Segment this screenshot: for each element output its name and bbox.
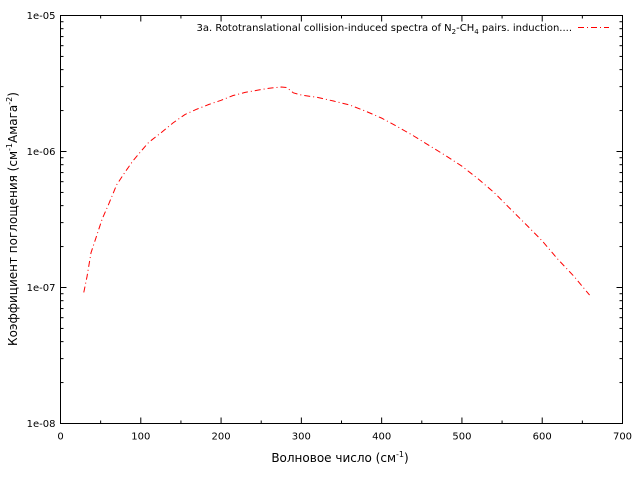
y-tick-label: 1e-08 <box>27 419 56 430</box>
y-tick-label: 1e-05 <box>27 11 56 22</box>
x-tick-label: 200 <box>212 432 231 443</box>
series-layer <box>83 86 590 296</box>
legend-label: 3a. Rototranslational collision-induced … <box>196 23 572 36</box>
x-axis: 0 100 200 300 400 500 600 700 <box>57 15 632 443</box>
series-line <box>83 86 590 296</box>
x-tick-label: 500 <box>452 432 471 443</box>
x-tick-label: 100 <box>131 432 150 443</box>
x-tick-label: 400 <box>372 432 391 443</box>
x-tick-label: 300 <box>292 432 311 443</box>
y-tick-label: 1e-07 <box>27 283 56 294</box>
y-axis: 1e-08 1e-07 1e-06 1e-05 <box>27 11 623 430</box>
x-tick-label: 600 <box>533 432 552 443</box>
x-tick-label: 700 <box>613 432 632 443</box>
x-axis-title: Волновое число (см-1) <box>271 450 408 465</box>
legend: 3a. Rototranslational collision-induced … <box>196 23 609 36</box>
x-tick-label: 0 <box>57 432 63 443</box>
y-axis-title: Коэффициент поглощения (см-1Амага-2) <box>5 92 20 346</box>
y-tick-label: 1e-06 <box>27 147 56 158</box>
plot-area-frame <box>60 15 623 424</box>
